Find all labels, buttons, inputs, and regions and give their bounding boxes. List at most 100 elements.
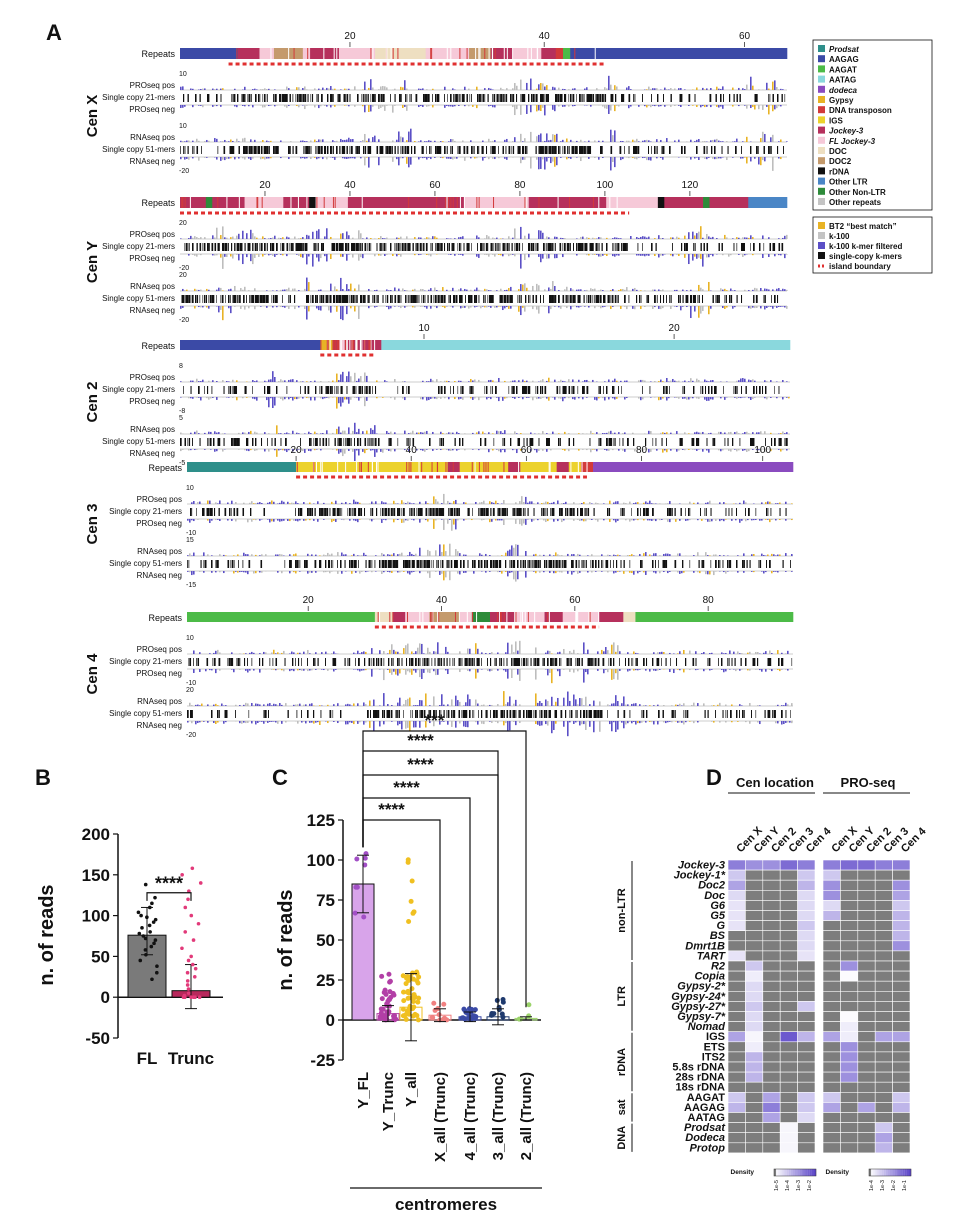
pro-kmer-track [183, 386, 780, 394]
signal-pos-bar [541, 503, 543, 504]
kmer-bar [435, 146, 437, 154]
signal-pos-bar [304, 140, 306, 142]
kmer-bar [721, 243, 723, 251]
kmer-bar [562, 560, 563, 568]
signal-neg-bar [419, 669, 421, 678]
pro-signal [180, 75, 784, 116]
kmer-bar [419, 658, 421, 666]
kmer-bar [519, 438, 521, 446]
signal-pos-bar [650, 381, 652, 382]
kmer-bar [595, 560, 597, 568]
signal-pos-bar [220, 88, 222, 90]
signal-pos-bar [421, 643, 423, 654]
signal-neg-bar [653, 519, 655, 521]
repeat-stripe [296, 462, 298, 472]
kmer-bar [661, 438, 663, 446]
signal-neg-bar [700, 254, 702, 259]
signal-pos-bar [342, 139, 344, 142]
signal-neg-bar [259, 669, 261, 673]
signal-pos-bar [760, 431, 762, 434]
signal-neg-bar [472, 105, 474, 107]
kmer-bar [550, 146, 552, 154]
kmer-bar [295, 508, 296, 516]
signal-neg-bar [316, 157, 318, 160]
kmer-bar [376, 146, 379, 154]
repeat-stripe [346, 340, 348, 350]
signal-neg-bar [266, 105, 268, 106]
signal-neg-bar [528, 254, 530, 258]
signal-neg-bar [632, 306, 634, 309]
signal-neg-bar [196, 254, 198, 257]
signal-pos-bar [397, 554, 399, 556]
kmer-bar [255, 146, 257, 154]
repeat-stripe [355, 340, 357, 350]
signal-pos-bar [773, 554, 775, 556]
signal-neg-bar [392, 157, 394, 162]
signal-neg-bar [220, 306, 222, 310]
signal-pos-bar [603, 503, 605, 504]
kmer-bar [718, 243, 720, 251]
kmer-bar [231, 438, 233, 446]
signal-pos-bar [419, 643, 421, 654]
kmer-bar [603, 295, 605, 303]
kmer-bar [199, 295, 201, 303]
signal-pos-bar [411, 503, 413, 504]
signal-pos-bar [503, 500, 505, 504]
kmer-bar [645, 438, 647, 446]
signal-neg-bar [246, 397, 248, 398]
signal-pos-bar [216, 227, 218, 239]
signal-neg-bar [272, 397, 274, 409]
signal-pos-bar [742, 433, 744, 434]
kmer-bar [525, 386, 527, 394]
signal-pos-bar [378, 238, 380, 239]
kmer-bar [735, 146, 737, 154]
kmer-bar [385, 295, 387, 303]
kmer-bar [193, 658, 194, 666]
pro-neg-label: PROseq neg [129, 254, 175, 263]
signal-pos-bar [388, 432, 390, 434]
repeat-stripe [483, 462, 485, 472]
signal-neg-bar [318, 105, 320, 109]
signal-neg-bar [614, 397, 616, 400]
signal-neg-bar [746, 449, 748, 452]
kmer-bar [361, 94, 363, 102]
signal-neg-bar [262, 157, 264, 159]
signal-pos-bar [368, 288, 370, 291]
signal-neg-bar [441, 519, 443, 520]
signal-neg-bar [648, 105, 650, 107]
signal-neg-bar [511, 571, 513, 573]
kmer-bar [558, 146, 560, 154]
kmer-bar [238, 243, 240, 251]
signal-neg-bar [732, 306, 734, 309]
signal-pos-bar [752, 379, 754, 382]
signal-neg-bar [509, 571, 511, 573]
kmer-bar [328, 295, 330, 303]
kmer-bar [341, 508, 343, 516]
repeat-stripe [548, 612, 550, 622]
signal-pos-bar [277, 554, 279, 556]
signal-neg-bar [690, 397, 692, 399]
kmer-bar [291, 243, 293, 251]
kmer-bar [471, 295, 473, 303]
kmer-bar [728, 658, 730, 666]
signal-neg-bar [274, 397, 276, 406]
signal-neg-bar [321, 669, 323, 670]
signal-neg-bar [192, 105, 194, 108]
signal-pos-bar [736, 138, 738, 142]
signal-neg-bar [302, 449, 304, 452]
kmer-bar [598, 243, 600, 251]
signal-neg-bar [696, 397, 698, 399]
signal-pos-bar [416, 432, 418, 434]
kmer-bar [517, 508, 519, 516]
kmer-bar [214, 243, 217, 251]
kmer-bar [342, 243, 344, 251]
kmer-bar [610, 94, 613, 102]
signal-neg-bar [211, 669, 213, 671]
signal-pos-bar [554, 134, 556, 142]
signal-pos-bar [509, 549, 511, 556]
kmer-bar [754, 658, 756, 666]
signal-neg-bar [359, 669, 361, 672]
kmer-bar [412, 658, 414, 666]
signal-neg-bar [490, 105, 492, 106]
kmer-bar [547, 658, 549, 666]
